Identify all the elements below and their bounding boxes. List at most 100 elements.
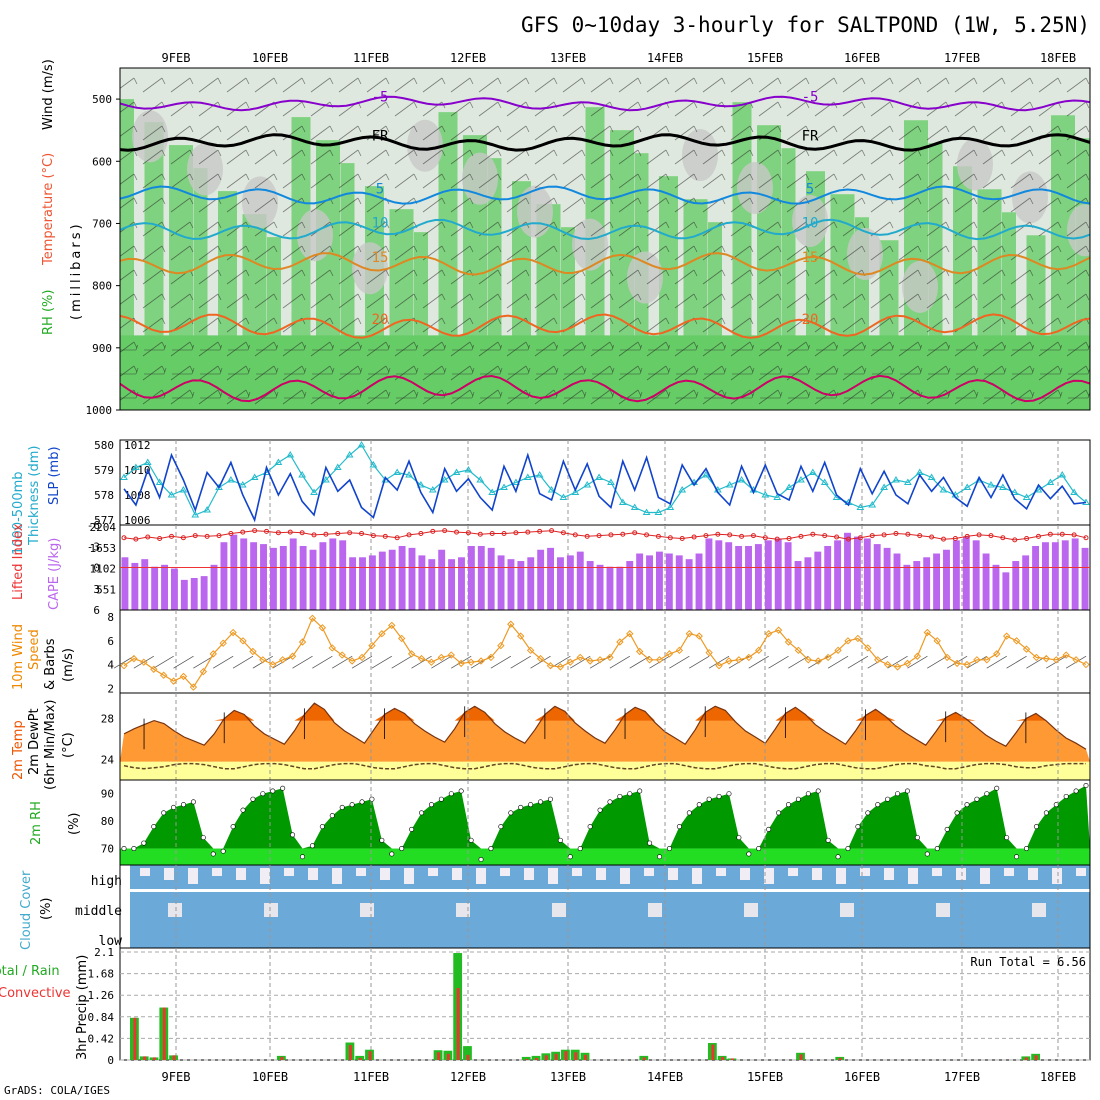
wind-speed-point [923, 628, 932, 637]
rh-point [547, 796, 553, 802]
rh-point [885, 796, 891, 802]
wind-barb [232, 655, 254, 669]
bottom-date-label: 13FEB [550, 1070, 586, 1084]
thickness-point [298, 471, 307, 478]
thickness-point [547, 486, 556, 493]
cloud-gap-high [740, 868, 750, 880]
li-point [596, 533, 602, 539]
thickness-label-1: 1000-500mb [11, 471, 26, 555]
wind-barb [927, 655, 948, 669]
cape-bar [388, 549, 396, 610]
li-tick: 6 [93, 604, 100, 617]
isotherm-label: 15 [372, 250, 389, 266]
isotherm-line [120, 133, 1090, 152]
cloud-gap-mid [648, 903, 662, 917]
rh-point [895, 791, 901, 797]
wind-speed-point [1072, 656, 1080, 664]
rh-point [785, 802, 791, 808]
top-date-axis: 9FEB 10FEB 11FEB 12FEB 13FEB 14FEB 15FEB 16FEB 1… [162, 51, 1077, 65]
precip-rain-bar [642, 1057, 646, 1060]
wind-speed-point [378, 630, 386, 638]
cape-bar [438, 549, 446, 610]
thickness-point [274, 458, 283, 465]
precip-rain-bar [1024, 1057, 1028, 1060]
cloud-level-label: high [91, 874, 122, 889]
precip-rain-bar [153, 1057, 156, 1060]
thickness-point [820, 478, 829, 485]
rh-point [339, 804, 345, 810]
rh-point [220, 848, 226, 854]
li-tick: -6 [87, 519, 100, 532]
cloud-level-label: middle [75, 904, 122, 919]
precip-tick: 0.42 [88, 1032, 115, 1045]
wind-speed-point [259, 656, 267, 664]
wind-speed-point [814, 657, 822, 665]
dewpt-label: 2m DewPt [27, 708, 42, 775]
thickness-point [797, 476, 805, 483]
rh-point [121, 846, 127, 852]
bottom-date-label: 17FEB [944, 1070, 980, 1084]
isotherm-label: 10 [802, 216, 819, 232]
cloud-gap-high [380, 868, 390, 880]
wind-speed-point [566, 658, 574, 666]
wind-speed-point [556, 663, 565, 671]
temp-fill [120, 703, 1090, 762]
cloud-divider [130, 889, 1090, 892]
thickness-label-2: Thickness (dm) [27, 446, 42, 546]
wind-speed-point [130, 654, 138, 663]
cape-bar [824, 545, 832, 610]
rh-point [577, 846, 583, 852]
wind-speed-point [576, 653, 584, 662]
rh-point [518, 804, 524, 810]
cape-bar [705, 538, 713, 610]
rh-point [478, 857, 484, 863]
thickness-point [535, 471, 544, 478]
wind-speed-point [269, 660, 277, 669]
li-point [691, 534, 697, 540]
thickness-point [595, 473, 603, 480]
li-point [644, 532, 650, 538]
li-point [727, 532, 733, 538]
cape-bar [903, 564, 911, 610]
li-point [157, 535, 163, 541]
rh-point [528, 802, 534, 808]
cloud-gap-high [548, 868, 558, 884]
li-point [323, 531, 329, 537]
rh-point [290, 832, 296, 838]
cape-bar [190, 577, 198, 610]
top-date-label: 16FEB [844, 51, 880, 65]
rh-point [954, 810, 960, 816]
cape-bar [537, 549, 545, 610]
cloud-gap-mid [264, 903, 278, 917]
wind-speed-point [467, 658, 475, 666]
li-point [442, 528, 448, 534]
cape-bar [368, 555, 376, 610]
precip-total-bar [521, 1056, 531, 1060]
li-point [667, 535, 673, 541]
wind-speed-point [774, 626, 783, 634]
rh-fill [120, 785, 1090, 849]
wind-speed-point [457, 659, 465, 668]
bottom-date-label: 18FEB [1040, 1070, 1076, 1084]
top-date-label: 14FEB [647, 51, 683, 65]
rh-point [1063, 793, 1069, 799]
pressure-axis: 500 600 700 800 900 1000 [86, 67, 1091, 417]
precip-rain-bar [799, 1054, 803, 1060]
li-point [929, 534, 935, 540]
wind-barb [570, 655, 591, 669]
cape-bar [844, 532, 851, 610]
wind-speed-point [1042, 654, 1051, 663]
dewpt-line [123, 762, 1086, 770]
top-date-label: 10FEB [252, 51, 288, 65]
cape-bar [210, 564, 218, 610]
rh-point [676, 824, 682, 830]
thickness-point [1046, 478, 1055, 485]
cape-bar [428, 559, 436, 610]
wind-speed-point [407, 650, 416, 658]
li-point [857, 535, 863, 541]
cloud-unit-label: (%) [39, 898, 54, 921]
rh-point [1073, 788, 1079, 794]
rh-point [508, 810, 514, 816]
temp-unit-label: (°C) [61, 732, 76, 758]
isotherm-label: 15 [802, 250, 819, 266]
